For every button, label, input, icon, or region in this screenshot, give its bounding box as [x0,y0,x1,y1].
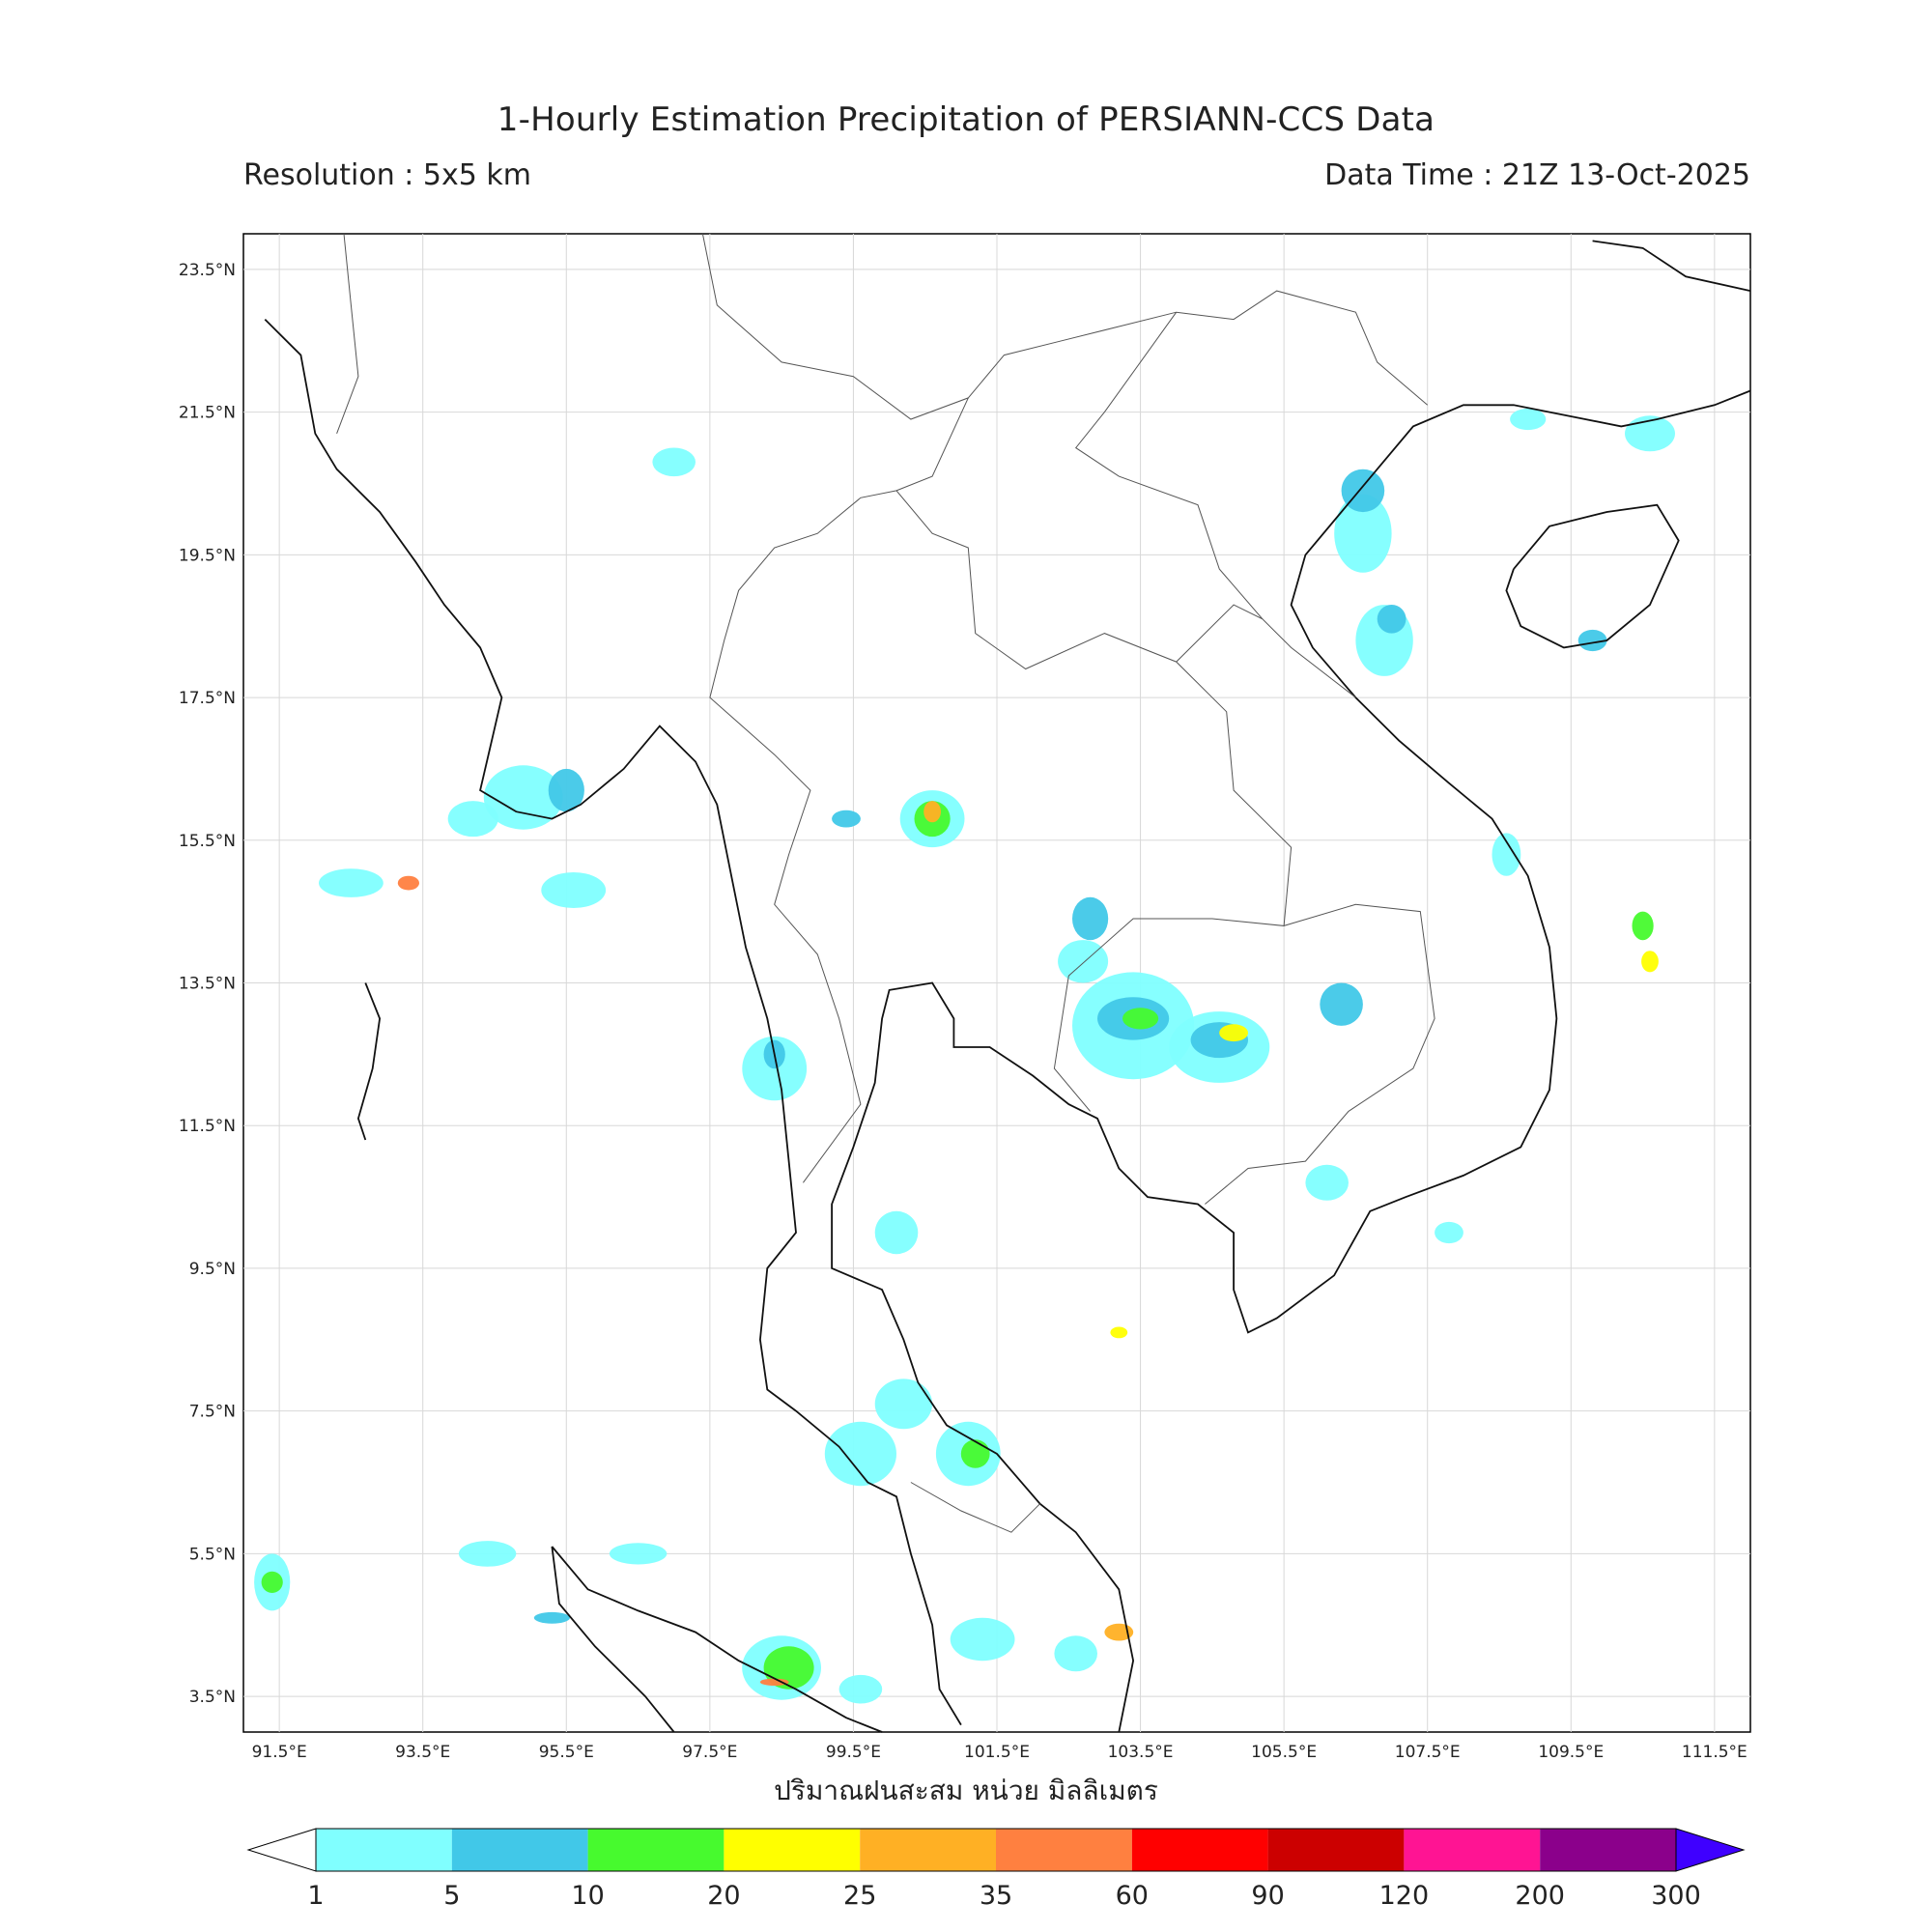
lon-tick-label: 99.5°E [826,1743,881,1762]
latitude-labels: 23.5°N 21.5°N 19.5°N 17.5°N 15.5°N 13.5°N 11.5… [179,261,236,1707]
rain-cell [1072,896,1109,941]
rain-cell [1058,940,1109,983]
data-time-label: Data Time : 21Z 13-Oct-2025 [1324,158,1750,192]
rain-cell [1492,833,1521,876]
coastline [1592,240,1751,292]
rain-cell [458,1541,517,1567]
lat-tick-label: 9.5°N [189,1260,236,1279]
coastline [551,1546,883,1733]
lon-tick-label: 95.5°E [539,1743,594,1762]
lon-tick-label: 105.5°E [1251,1743,1317,1762]
rain-cell [1054,1635,1097,1672]
coastline [551,1546,675,1733]
country-border [1074,311,1264,620]
lat-tick-label: 7.5°N [189,1403,236,1422]
lat-tick-label: 15.5°N [179,832,236,851]
rain-cell [397,875,419,891]
rain-cells [254,408,1675,1704]
coastline [264,318,962,1726]
rain-cell [609,1543,668,1565]
coastline [831,389,1751,1733]
country-border [709,397,969,1183]
lat-tick-label: 21.5°N [179,404,236,423]
rain-cell [838,1674,883,1704]
lat-tick-label: 19.5°N [179,546,236,565]
country-borders [336,233,1435,1533]
rain-cell [874,1378,933,1430]
rain-cell [923,801,941,823]
rain-cell [533,1611,571,1624]
rain-cell [652,447,696,477]
coastline [1505,503,1680,649]
lon-tick-label: 91.5°E [252,1743,307,1762]
lat-tick-label: 13.5°N [179,975,236,994]
coastlines [264,240,1751,1733]
rain-cell [261,1571,283,1593]
rain-cell [1377,605,1406,634]
longitude-labels: 91.5°E 93.5°E 95.5°E 97.5°E 99.5°E 101.5°E 103… [252,1743,1747,1762]
lon-tick-label: 107.5°E [1395,1743,1461,1762]
gridlines [243,234,1750,1732]
rain-cell [1625,415,1675,452]
country-border [895,490,1293,1112]
lon-tick-label: 93.5°E [395,1743,450,1762]
lat-tick-label: 23.5°N [179,261,236,280]
country-border [336,233,359,434]
rain-cell [874,1210,919,1255]
coastline [356,982,382,1141]
rain-cell [1334,494,1392,573]
x-axis-title: ปริมาณฝนสะสม หน่วย มิลลิเมตร [774,1775,1158,1806]
lon-tick-label: 97.5°E [682,1743,737,1762]
map-title: 1-Hourly Estimation Precipitation of PER… [497,100,1435,139]
rain-cell [824,1421,897,1487]
lon-tick-label: 111.5°E [1682,1743,1747,1762]
rain-cell [541,872,607,908]
rain-cell [1320,982,1363,1026]
resolution-label: Resolution : 5x5 km [243,158,531,192]
rain-cell [1219,1024,1248,1042]
lat-tick-label: 3.5°N [189,1688,236,1707]
lat-tick-label: 17.5°N [179,689,236,708]
lon-tick-label: 103.5°E [1108,1743,1174,1762]
rain-cell [1110,1326,1128,1339]
lat-tick-label: 5.5°N [189,1545,236,1564]
lat-tick-label: 11.5°N [179,1117,236,1136]
rain-cell [759,1678,789,1687]
lon-tick-label: 109.5°E [1538,1743,1604,1762]
country-border [701,233,1429,420]
rain-cell [832,810,861,828]
rain-cell [483,765,563,830]
rain-cell [1435,1221,1463,1244]
rain-cell [1305,1164,1349,1201]
rain-cell [319,868,384,897]
country-border [910,1482,1040,1533]
lon-tick-label: 101.5°E [964,1743,1030,1762]
rain-cell [1641,951,1659,973]
rain-cell [447,801,498,838]
rain-cell [548,768,584,812]
country-border [1205,903,1435,1205]
rain-cell [950,1617,1015,1662]
rain-cell [1577,629,1607,652]
rain-cell [1632,911,1654,941]
rain-cell [1122,1008,1159,1030]
rain-cell [960,1439,990,1468]
rain-cell [1510,408,1547,431]
rain-cell [1341,469,1385,513]
